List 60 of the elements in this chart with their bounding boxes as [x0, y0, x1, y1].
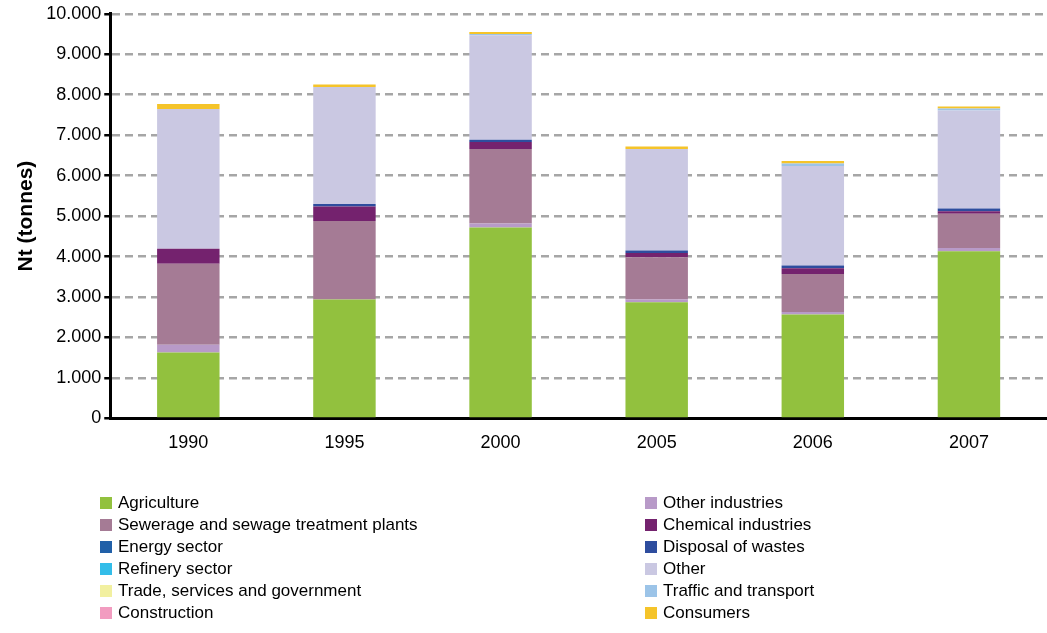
bar [313, 206, 376, 221]
y-tick-label: 3.000 [56, 285, 102, 306]
y-tick-label: 8.000 [56, 83, 102, 104]
legend-label: Sewerage and sewage treatment plants [118, 514, 418, 535]
bar [625, 250, 688, 253]
legend-label: Other [663, 558, 706, 579]
bar [469, 35, 532, 140]
bar [469, 148, 532, 224]
bar [937, 251, 1001, 418]
legend-label: Disposal of wastes [663, 536, 805, 557]
y-tick-label: 2.000 [56, 326, 102, 347]
bar [625, 257, 688, 300]
bar [781, 165, 845, 266]
bar [781, 314, 845, 418]
legend-label: Refinery sector [118, 558, 233, 579]
bar [937, 213, 1001, 249]
legend-label: Chemical industries [663, 514, 812, 535]
bar [625, 252, 688, 258]
y-tick-label: 4.000 [56, 245, 102, 266]
bar [781, 265, 845, 269]
y-tick-label: 5.000 [56, 205, 102, 226]
bar [469, 227, 532, 418]
x-tick-label: 2007 [948, 432, 989, 453]
bar [313, 220, 376, 300]
y-axis-title: Nt (tonnes) [13, 160, 37, 272]
legend-label: Energy sector [118, 536, 223, 557]
y-tick-label: 7.000 [56, 124, 102, 145]
bar [625, 302, 688, 418]
bar [937, 248, 1001, 252]
legend-label: Trade, services and government [118, 580, 362, 601]
bar [157, 344, 220, 353]
legend-label: Traffic and transport [663, 580, 815, 601]
legend-label: Consumers [663, 602, 750, 623]
legend-label: Other industries [663, 492, 783, 513]
legend-label: Construction [118, 602, 214, 623]
y-tick-label: 10.000 [46, 2, 102, 23]
bar [157, 104, 220, 109]
bar [781, 268, 845, 274]
bar [625, 299, 688, 303]
x-tick-label: 2005 [636, 432, 677, 453]
bar [469, 223, 532, 228]
y-tick-label: 6.000 [56, 164, 102, 185]
bar [157, 263, 220, 345]
x-tick-label: 1995 [324, 432, 365, 453]
y-tick-label: 9.000 [56, 43, 102, 64]
x-tick-label: 1990 [168, 432, 209, 453]
bar [937, 110, 1001, 209]
bar [625, 148, 688, 251]
bar [157, 248, 220, 264]
bar [157, 108, 220, 249]
bar [157, 352, 220, 418]
bar [781, 273, 845, 312]
bar [469, 142, 532, 149]
y-tick-label: 1.000 [56, 366, 102, 387]
x-tick-label: 2006 [792, 432, 833, 453]
bar [313, 299, 376, 418]
legend-label: Agriculture [118, 492, 200, 513]
bar [313, 87, 376, 204]
x-tick-label: 2000 [480, 432, 521, 453]
y-tick-label: 0 [91, 407, 102, 428]
